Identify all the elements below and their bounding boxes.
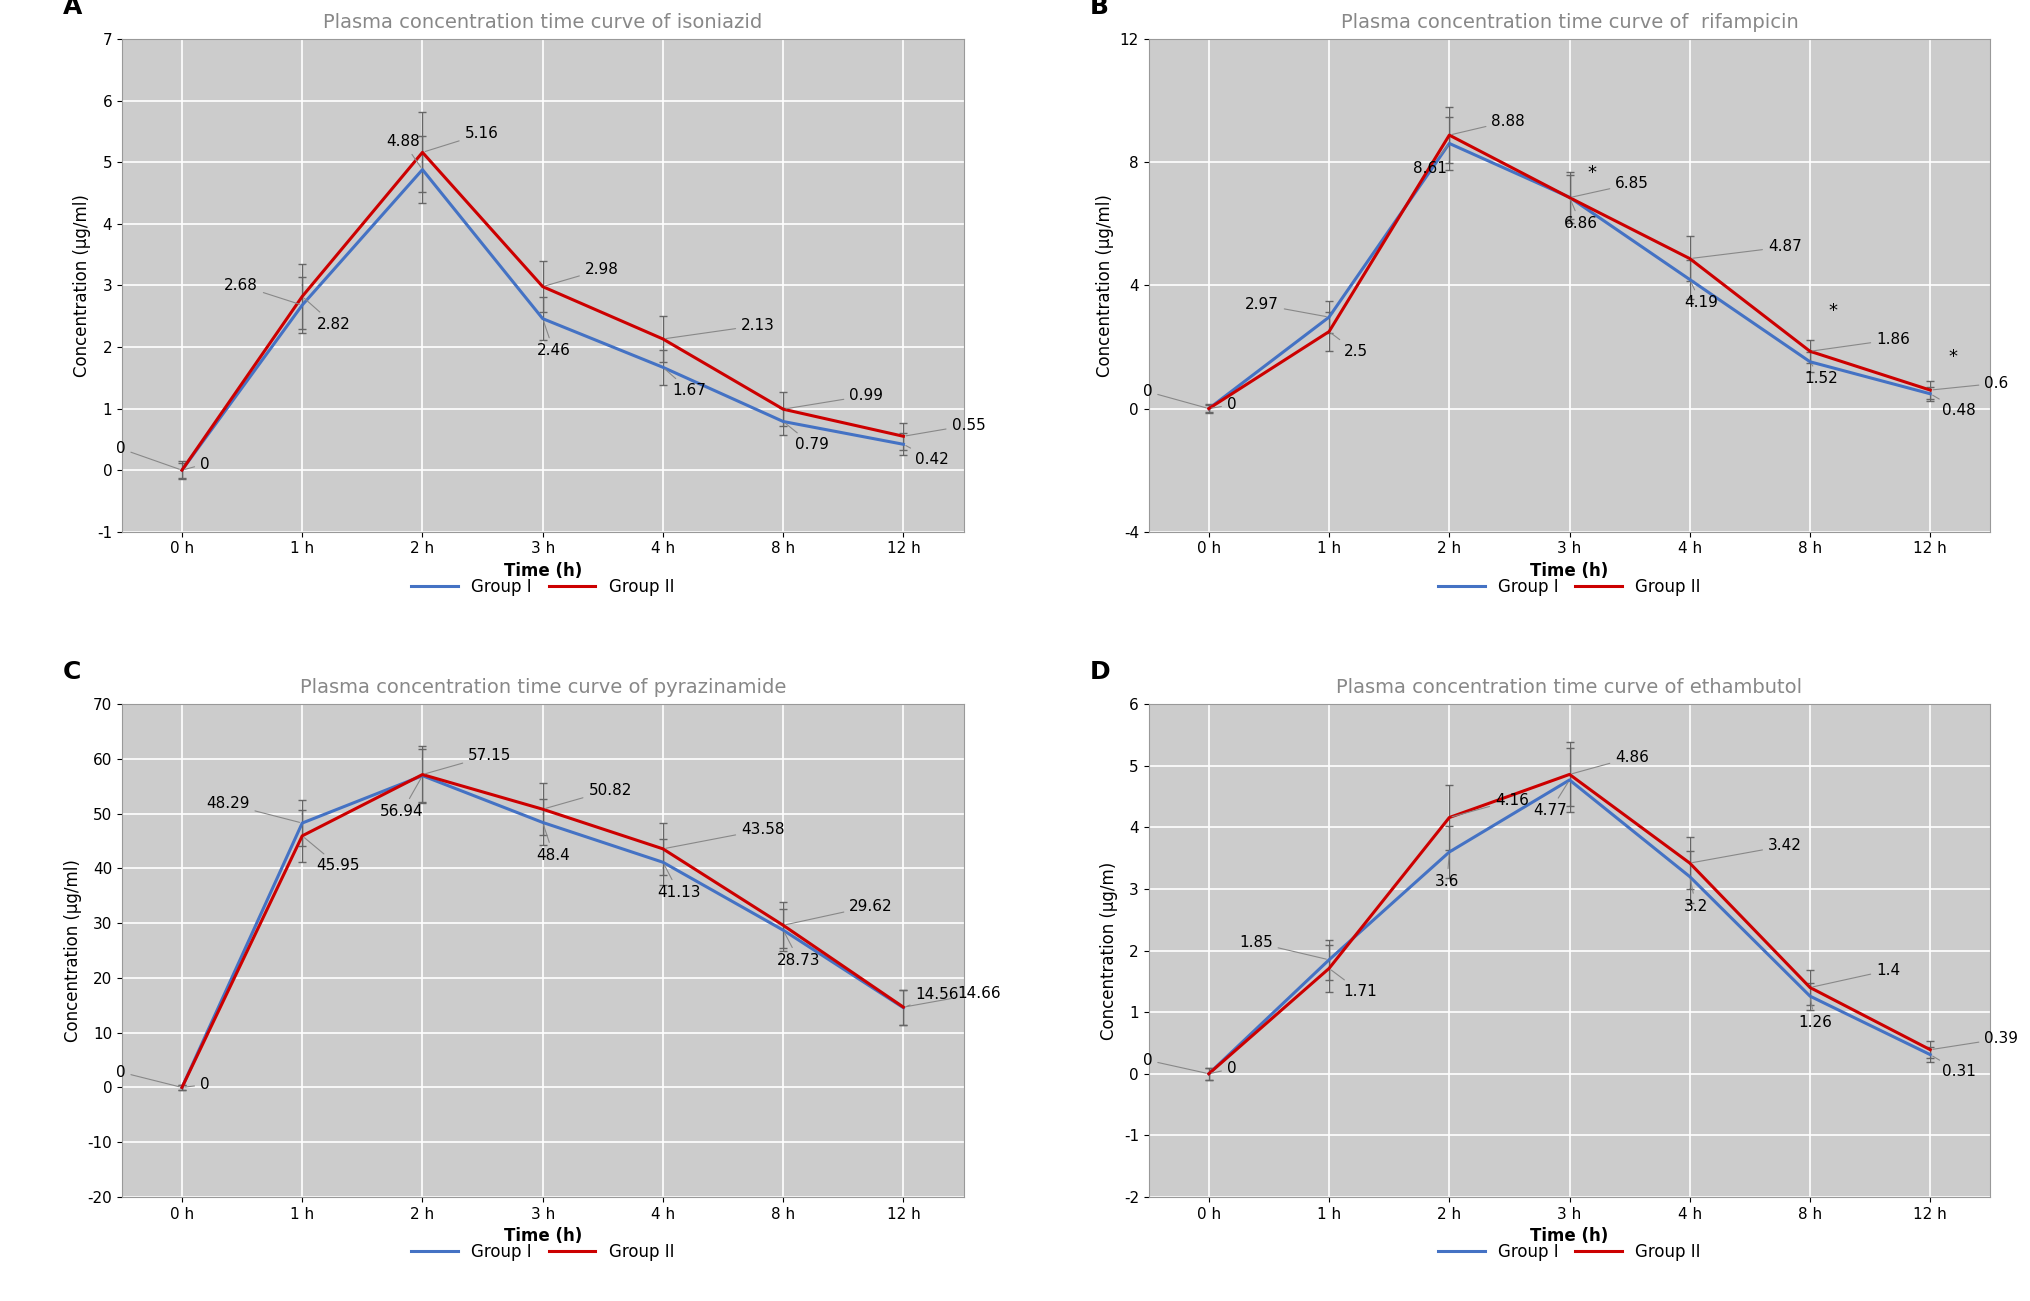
Text: 0.31: 0.31 [1933,1056,1975,1080]
X-axis label: Time (h): Time (h) [503,562,581,580]
Text: 2.13: 2.13 [666,317,775,338]
Text: 28.73: 28.73 [777,933,820,968]
Text: 14.56: 14.56 [905,986,958,1007]
Text: D: D [1090,661,1110,684]
Text: 50.82: 50.82 [546,782,631,808]
Y-axis label: Concentration (μg/ml): Concentration (μg/ml) [63,859,81,1042]
Text: 0.79: 0.79 [786,423,828,453]
Text: 0: 0 [185,457,209,471]
Text: 48.29: 48.29 [205,796,298,822]
Text: 1.67: 1.67 [664,369,706,398]
Text: 48.4: 48.4 [536,825,570,863]
Text: 0: 0 [1143,1053,1206,1073]
Text: 0.48: 0.48 [1933,396,1975,418]
Text: 6.86: 6.86 [1563,200,1598,232]
Text: *: * [1947,349,1957,367]
Text: 3.42: 3.42 [1691,838,1801,863]
Title: Plasma concentration time curve of ethambutol: Plasma concentration time curve of etham… [1336,678,1803,697]
Text: 0.39: 0.39 [1933,1032,2018,1050]
Text: 4.16: 4.16 [1451,792,1529,817]
Text: 41.13: 41.13 [656,865,700,900]
Text: 0: 0 [185,1077,209,1093]
Text: 0.6: 0.6 [1933,376,2008,390]
Text: 8.61: 8.61 [1413,146,1447,176]
Text: 43.58: 43.58 [666,822,784,848]
Text: 2.46: 2.46 [536,321,570,358]
Text: 0.55: 0.55 [905,418,985,436]
Text: 1.26: 1.26 [1797,999,1831,1029]
Text: 14.66: 14.66 [905,986,1001,1007]
Text: 4.87: 4.87 [1691,239,1801,259]
Text: 0: 0 [1143,384,1206,407]
Text: 4.86: 4.86 [1571,749,1648,774]
Title: Plasma concentration time curve of pyrazinamide: Plasma concentration time curve of pyraz… [298,678,786,697]
X-axis label: Time (h): Time (h) [1531,1227,1608,1245]
Text: 4.19: 4.19 [1683,282,1717,310]
Text: 4.88: 4.88 [386,134,420,168]
Y-axis label: Concentration (μg/ml): Concentration (μg/ml) [1096,194,1114,377]
Legend: Group I, Group II: Group I, Group II [1431,1236,1707,1267]
Text: 0.99: 0.99 [786,388,883,409]
Text: 56.94: 56.94 [380,778,424,818]
Text: 45.95: 45.95 [304,838,359,873]
Text: 1.71: 1.71 [1330,971,1376,999]
X-axis label: Time (h): Time (h) [503,1227,581,1245]
Text: 57.15: 57.15 [424,748,512,774]
Text: 29.62: 29.62 [786,899,893,925]
Text: 2.98: 2.98 [546,262,619,286]
Text: 5.16: 5.16 [424,126,497,151]
Text: *: * [1587,164,1596,182]
Y-axis label: Concentration (μg/m): Concentration (μg/m) [1100,861,1119,1039]
Y-axis label: Concentration (μg/ml): Concentration (μg/ml) [73,194,91,377]
Text: A: A [63,0,83,20]
Legend: Group I, Group II: Group I, Group II [404,571,680,602]
Text: 3.6: 3.6 [1433,855,1458,889]
Text: 2.82: 2.82 [304,298,351,332]
Text: B: B [1090,0,1108,20]
Legend: Group I, Group II: Group I, Group II [404,1236,680,1267]
Text: *: * [1827,302,1837,320]
Title: Plasma concentration time curve of isoniazid: Plasma concentration time curve of isoni… [323,13,761,33]
Text: 0: 0 [1212,1062,1236,1076]
Text: C: C [63,661,81,684]
Text: 1.86: 1.86 [1813,332,1908,351]
Text: 1.85: 1.85 [1238,935,1326,959]
Legend: Group I, Group II: Group I, Group II [1431,571,1707,602]
Text: 6.85: 6.85 [1571,176,1648,196]
Text: 1.4: 1.4 [1813,963,1900,987]
Text: 1.52: 1.52 [1803,364,1837,386]
Text: 0.42: 0.42 [905,446,948,467]
Text: 0: 0 [116,1064,179,1086]
Text: 8.88: 8.88 [1451,113,1525,134]
X-axis label: Time (h): Time (h) [1531,562,1608,580]
Text: 0: 0 [1212,397,1236,412]
Text: 0: 0 [116,441,179,470]
Text: 2.5: 2.5 [1330,333,1366,359]
Text: 4.77: 4.77 [1533,782,1567,818]
Text: 2.97: 2.97 [1244,298,1326,316]
Text: 2.68: 2.68 [223,278,300,304]
Text: 3.2: 3.2 [1683,879,1707,913]
Title: Plasma concentration time curve of  rifampicin: Plasma concentration time curve of rifam… [1340,13,1797,33]
